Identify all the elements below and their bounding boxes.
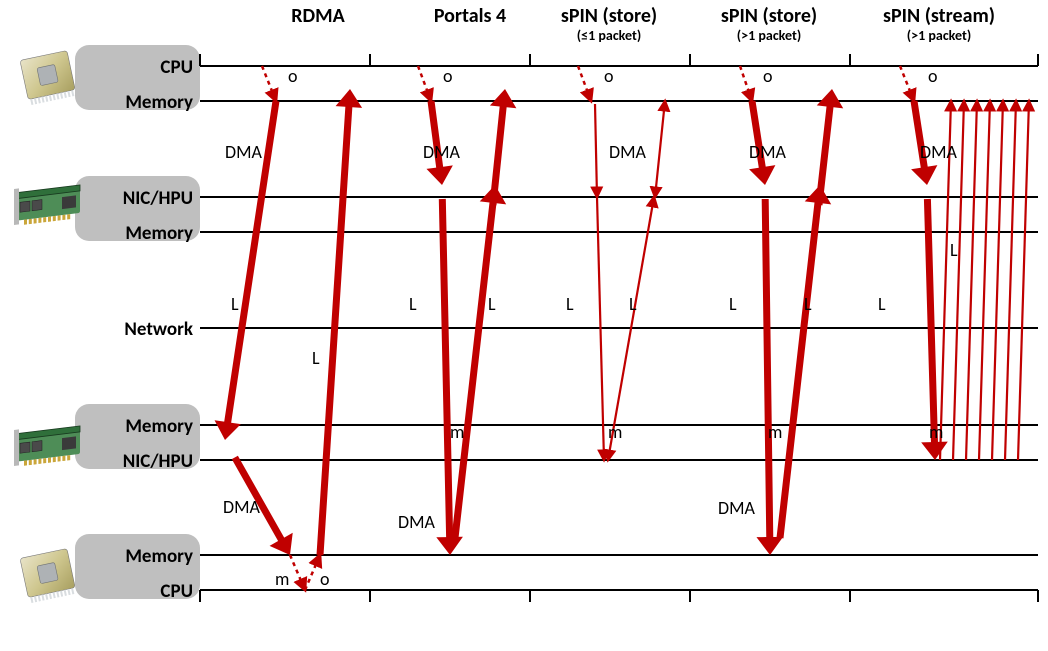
layer-label: NIC/HPU — [123, 187, 193, 210]
flow-annotation: DMA — [225, 141, 262, 163]
layer-label: CPU — [160, 580, 193, 603]
column-subtitle: (≤1 packet) — [577, 27, 641, 44]
flow-annotation: DMA — [749, 141, 786, 163]
flow-annotation: o — [604, 65, 614, 87]
flow-annotation: DMA — [609, 141, 646, 163]
thin-flow-arrow — [1018, 101, 1029, 460]
flow-annotation: L — [950, 239, 958, 261]
flow-annotation: L — [231, 293, 239, 315]
thin-flow-arrow — [655, 101, 665, 197]
flow-arrow — [452, 185, 507, 538]
layer-label: Network — [124, 318, 193, 341]
flow-annotation: DMA — [718, 497, 755, 519]
flow-annotation: L — [629, 293, 637, 315]
column-title: Portals 4 — [434, 4, 506, 28]
overhead-arrow — [262, 66, 276, 101]
nic-icon — [14, 422, 80, 467]
overhead-arrow — [290, 555, 305, 590]
flow-arrow — [317, 89, 363, 555]
flow-annotation: m — [450, 421, 464, 443]
column-title: sPIN (store) — [721, 4, 817, 28]
flow-annotation: DMA — [423, 141, 460, 163]
thin-flow-arrow — [595, 104, 597, 197]
flow-annotation: o — [288, 65, 298, 87]
flow-annotation: DMA — [223, 496, 260, 518]
cpu-icon — [20, 548, 77, 603]
flow-annotation: L — [566, 293, 574, 315]
flow-annotation: m — [608, 421, 622, 443]
column-title: sPIN (store) — [561, 4, 657, 28]
flow-arrow — [777, 185, 832, 538]
flow-annotation: m — [768, 421, 782, 443]
flow-annotation: L — [729, 293, 737, 315]
layer-label: CPU — [160, 56, 193, 79]
flow-annotation: DMA — [920, 141, 957, 163]
flow-arrow — [816, 89, 844, 205]
flow-annotation: DMA — [398, 511, 435, 533]
thin-flow-arrow — [992, 101, 1003, 460]
thin-flow-arrow — [979, 101, 990, 460]
flow-annotation: L — [488, 293, 496, 315]
thin-flow-arrow — [1005, 101, 1016, 460]
flow-annotation: L — [312, 347, 320, 369]
flow-annotation: L — [878, 293, 886, 315]
layer-label: Memory — [125, 415, 193, 438]
flow-annotation: L — [409, 293, 417, 315]
layer-label: Memory — [125, 91, 193, 114]
flow-arrow — [756, 199, 783, 555]
flow-annotation: L — [804, 293, 812, 315]
column-title: RDMA — [291, 4, 345, 28]
layer-label: Memory — [125, 222, 193, 245]
flow-annotation: m — [275, 568, 289, 590]
layer-label: NIC/HPU — [123, 450, 193, 473]
column-subtitle: (>1 packet) — [907, 27, 971, 44]
flow-annotation: o — [443, 65, 453, 87]
column-subtitle: (>1 packet) — [737, 27, 801, 44]
overhead-arrow — [305, 555, 320, 590]
overhead-arrow — [418, 66, 431, 101]
flow-annotation: m — [929, 421, 943, 443]
flow-annotation: o — [928, 65, 938, 87]
overhead-arrow — [578, 66, 591, 101]
layer-label: Memory — [125, 545, 193, 568]
flow-annotation: o — [763, 65, 773, 87]
column-title: sPIN (stream) — [883, 4, 995, 28]
overhead-arrow — [740, 66, 752, 101]
flow-annotation: o — [320, 568, 330, 590]
flow-arrow — [490, 89, 517, 205]
nic-icon — [14, 181, 80, 226]
cpu-icon — [20, 50, 77, 105]
sequence-diagram: CPU Memory NIC/HPU Memory Network Memory NIC/H… — [0, 0, 1048, 651]
overhead-arrow — [900, 66, 914, 101]
thin-flow-arrow — [966, 101, 977, 460]
